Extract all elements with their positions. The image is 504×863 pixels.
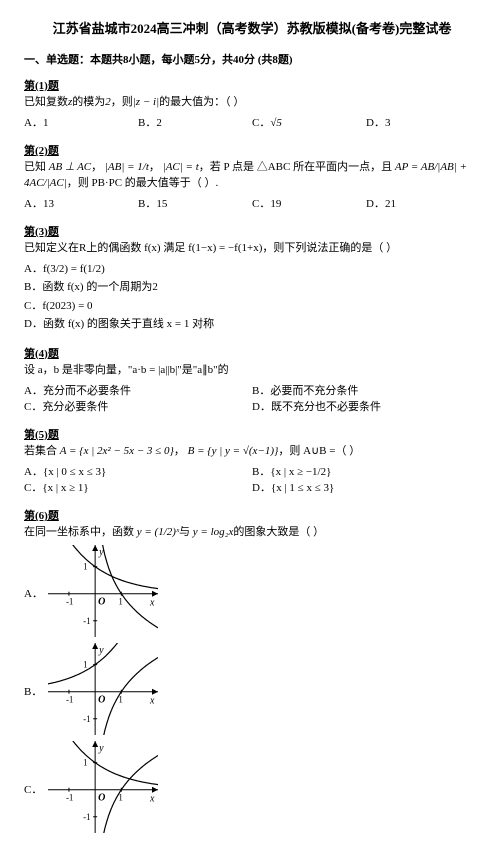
q5-opt-b: B．{x | x ≥ −1/2} — [252, 463, 480, 479]
q6-graph-b-row: B． xyO-11-11 — [24, 643, 480, 735]
q6-graph-a-row: A． xyO-11-11 — [24, 545, 480, 637]
q1-tm2: ，则 — [111, 96, 133, 108]
svg-text:-1: -1 — [83, 615, 91, 625]
q3-text: 已知定义在R上的偶函数 f(x) 满足 f(1−x) = −f(1+x)，则下列… — [24, 241, 480, 256]
q1-opt-c: C．√5 — [252, 114, 366, 130]
q1-c-val: √5 — [270, 117, 282, 129]
q6-mb: y = log₂x — [193, 526, 234, 538]
q6-label-c: C． — [24, 741, 48, 797]
q3-opt-a: A．f(3/2) = f(1/2) — [24, 261, 480, 278]
svg-text:x: x — [149, 597, 155, 608]
svg-text:y: y — [98, 743, 104, 754]
q2-opt-c: C．19 — [252, 195, 366, 211]
svg-text:-1: -1 — [66, 792, 74, 802]
q1-text: 已知复数z的模为2，则|z − i|的最大值为：（ ） — [24, 95, 480, 110]
q6-number: 第(6)题 — [24, 507, 480, 523]
q2-opt-b: B．15 — [138, 195, 252, 211]
question-4: 第(4)题 设 a，b 是非零向量，"a·b = |a||b|"是"a∥b"的 … — [24, 345, 480, 414]
exam-title: 江苏省盐城市2024高三冲刺（高考数学）苏教版模拟(备考卷)完整试卷 — [24, 18, 480, 37]
q6-tc: 的图象大致是（ ） — [233, 526, 324, 538]
q4-options: A．充分而不必要条件 B．必要而不充分条件 C．充分必要条件 D．既不充分也不必… — [24, 382, 480, 414]
q1-opt-d: D．3 — [366, 114, 480, 130]
q1-number: 第(1)题 — [24, 77, 480, 93]
section-1-heading: 一、单选题：本题共8小题，每小题5分，共40分 (共8题) — [24, 51, 480, 67]
q2-p9: ，则 PB·PC 的最大值等于（ ）. — [67, 177, 219, 189]
svg-text:-1: -1 — [83, 713, 91, 723]
q6-tb: 与 — [179, 526, 190, 538]
q5-tb: ， — [174, 445, 185, 457]
q2-p3: ， — [91, 161, 102, 173]
q4-number: 第(4)题 — [24, 345, 480, 361]
q5-options: A．{x | 0 ≤ x ≤ 3} B．{x | x ≥ −1/2} C．{x … — [24, 463, 480, 495]
q2-p4: |AB| = 1/t — [105, 161, 149, 173]
svg-text:O: O — [98, 596, 105, 607]
q3-options: A．f(3/2) = f(1/2) B．函数 f(x) 的一个周期为2 C．f(… — [24, 261, 480, 333]
q1-options: A．1 B．2 C．√5 D．3 — [24, 114, 480, 130]
q3-opt-d: D．函数 f(x) 的图象关于直线 x = 1 对称 — [24, 316, 480, 333]
svg-text:x: x — [149, 695, 155, 706]
svg-text:1: 1 — [118, 596, 123, 606]
q4-opt-d: D．既不充分也不必要条件 — [252, 398, 480, 414]
q4-opt-c: C．充分必要条件 — [24, 398, 252, 414]
svg-text:-1: -1 — [66, 596, 74, 606]
q5-tc: ，则 A∪B =（ ） — [278, 445, 360, 457]
q2-p5: ， — [149, 161, 160, 173]
q6-text: 在同一坐标系中，函数 y = (1/2)ˣ与 y = log₂x的图象大致是（ … — [24, 525, 480, 540]
q2-opt-d: D．21 — [366, 195, 480, 211]
svg-text:x: x — [149, 793, 155, 804]
q2-text: 已知 AB ⊥ AC， |AB| = 1/t， |AC| = t，若 P 点是 … — [24, 160, 480, 191]
q2-p2: AB ⊥ AC — [49, 161, 91, 173]
q6-ma: y = (1/2)ˣ — [137, 526, 179, 538]
q5-text: 若集合 A = {x | 2x² − 5x − 3 ≤ 0}， B = {y |… — [24, 444, 480, 459]
q5-opt-c: C．{x | x ≥ 1} — [24, 479, 252, 495]
q2-opt-a: A．13 — [24, 195, 138, 211]
q2-number: 第(2)题 — [24, 142, 480, 158]
q1-c-label: C． — [252, 117, 270, 129]
question-2: 第(2)题 已知 AB ⊥ AC， |AB| = 1/t， |AC| = t，若… — [24, 142, 480, 211]
q4-opt-a: A．充分而不必要条件 — [24, 382, 252, 398]
q1-t3: 的最大值为：（ ） — [159, 96, 244, 108]
q5-opt-d: D．{x | 1 ≤ x ≤ 3} — [252, 479, 480, 495]
svg-text:1: 1 — [83, 757, 88, 767]
svg-text:-1: -1 — [83, 811, 91, 821]
q5-mb: B = {y | y = √(x−1)} — [188, 445, 279, 457]
svg-text:O: O — [98, 694, 105, 705]
svg-text:1: 1 — [83, 659, 88, 669]
q6-graph-c: xyO-11-11 — [48, 741, 158, 833]
q6-graph-c-row: C． xyO-11-11 — [24, 741, 480, 833]
q5-ta: 若集合 — [24, 445, 57, 457]
q5-opt-a: A．{x | 0 ≤ x ≤ 3} — [24, 463, 252, 479]
q1-t1: 已知复数 — [24, 96, 68, 108]
q1-m3: |z − i| — [133, 96, 159, 108]
svg-text:1: 1 — [83, 561, 88, 571]
q2-options: A．13 B．15 C．19 D．21 — [24, 195, 480, 211]
q5-number: 第(5)题 — [24, 426, 480, 442]
question-6: 第(6)题 在同一坐标系中，函数 y = (1/2)ˣ与 y = log₂x的图… — [24, 507, 480, 832]
q5-ma: A = {x | 2x² − 5x − 3 ≤ 0} — [60, 445, 174, 457]
q4-opt-b: B．必要而不充分条件 — [252, 382, 480, 398]
q1-t2: 的模为 — [72, 96, 105, 108]
q6-graph-b: xyO-11-11 — [48, 643, 158, 735]
q4-text: 设 a，b 是非零向量，"a·b = |a||b|"是"a∥b"的 — [24, 363, 480, 378]
q3-opt-c: C．f(2023) = 0 — [24, 298, 480, 315]
q3-opt-b: B．函数 f(x) 的一个周期为2 — [24, 279, 480, 296]
svg-text:-1: -1 — [66, 694, 74, 704]
q6-label-a: A． — [24, 545, 48, 601]
svg-text:O: O — [98, 792, 105, 803]
q1-opt-b: B．2 — [138, 114, 252, 130]
question-5: 第(5)题 若集合 A = {x | 2x² − 5x − 3 ≤ 0}， B … — [24, 426, 480, 495]
question-1: 第(1)题 已知复数z的模为2，则|z − i|的最大值为：（ ） A．1 B．… — [24, 77, 480, 130]
q1-opt-a: A．1 — [24, 114, 138, 130]
q6-graph-a: xyO-11-11 — [48, 545, 158, 637]
q2-p6: |AC| = t — [163, 161, 199, 173]
q3-number: 第(3)题 — [24, 223, 480, 239]
question-3: 第(3)题 已知定义在R上的偶函数 f(x) 满足 f(1−x) = −f(1+… — [24, 223, 480, 332]
q2-p1: 已知 — [24, 161, 46, 173]
q6-ta: 在同一坐标系中，函数 — [24, 526, 134, 538]
q6-label-b: B． — [24, 643, 48, 699]
q2-p7: ，若 P 点是 △ABC 所在平面内一点，且 — [199, 161, 392, 173]
svg-text:y: y — [98, 645, 104, 656]
